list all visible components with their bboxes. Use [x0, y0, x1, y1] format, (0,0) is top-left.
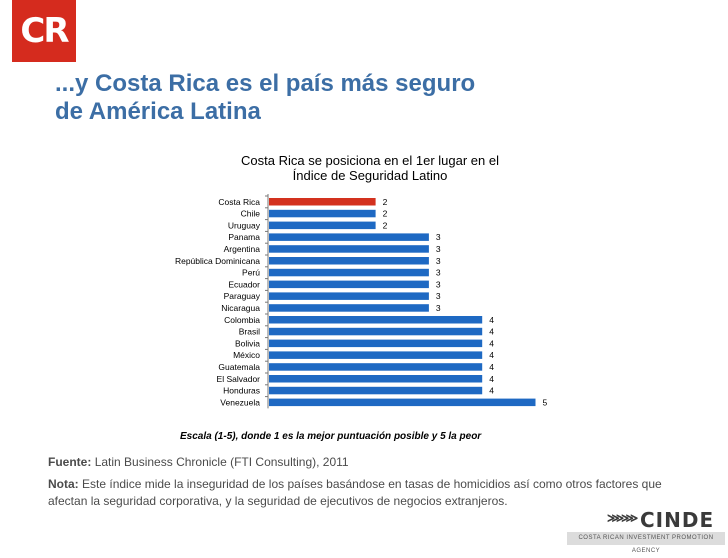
category-label: Chile [241, 209, 261, 219]
data-label: 4 [489, 338, 494, 348]
bar [269, 221, 376, 230]
bar [269, 398, 536, 407]
category-label: Perú [242, 268, 260, 278]
slide-title-line1: ...y Costa Rica es el país más seguro [55, 70, 476, 97]
data-label: 3 [436, 244, 441, 254]
note-label: Nota: [48, 477, 79, 491]
data-label: 2 [383, 220, 388, 230]
bar [269, 233, 429, 241]
category-label: Costa Rica [218, 197, 260, 207]
bar [269, 268, 429, 277]
category-label: República Dominicana [175, 256, 260, 266]
note-paragraph: Nota: Este índice mide la inseguridad de… [48, 476, 688, 510]
data-label: 2 [383, 197, 388, 207]
category-label: Venezuela [220, 397, 260, 407]
cr-logo-text: CR [20, 11, 69, 51]
chart-title: Costa Rica se posiciona en el 1er lugar … [200, 153, 540, 183]
bar [269, 280, 429, 289]
source-label: Fuente: [48, 455, 92, 469]
chart-title-line1: Costa Rica se posiciona en el 1er lugar … [241, 153, 499, 168]
data-label: 3 [436, 232, 441, 242]
category-label: Colombia [224, 315, 260, 325]
source-line: Fuente: Latin Business Chronicle (FTI Co… [48, 455, 349, 469]
category-label: Ecuador [228, 279, 260, 289]
data-label: 3 [436, 291, 441, 301]
category-label: México [233, 350, 260, 360]
bar [269, 375, 483, 383]
data-label: 3 [436, 303, 441, 313]
data-label: 4 [489, 386, 494, 396]
bar [269, 198, 376, 206]
data-label: 4 [489, 327, 494, 337]
slide-title: ...y Costa Rica es el país más seguro de… [55, 70, 655, 126]
bar [269, 351, 483, 359]
bar-chart: Costa Rica 2 Chile 2 Uruguay 2 Panama 3 Argentin… [175, 194, 548, 409]
data-label: 3 [436, 256, 441, 266]
chart-scale-note: Escala (1-5), donde 1 es la mejor puntua… [180, 431, 482, 442]
note-text: Este índice mide la inseguridad de los p… [48, 477, 662, 508]
cinde-mark-icon: ⋙⋙ [607, 511, 638, 525]
data-label: 5 [543, 397, 548, 407]
bar [269, 327, 483, 336]
data-label: 2 [383, 209, 388, 219]
category-label: Argentina [224, 244, 261, 254]
data-label: 4 [489, 350, 494, 360]
category-label: Nicaragua [221, 303, 260, 313]
cr-logo: CR [12, 0, 76, 62]
category-label: Uruguay [228, 220, 261, 230]
data-label: 4 [489, 374, 494, 384]
bar [269, 363, 483, 371]
bar [269, 386, 483, 395]
bar [269, 292, 429, 300]
cinde-brand: CINDE [640, 508, 715, 532]
category-label: Paraguay [224, 291, 261, 301]
category-label: Brasil [239, 327, 260, 337]
category-label: Bolivia [235, 338, 260, 348]
category-label: Guatemala [218, 362, 260, 372]
cinde-tagline: COSTA RICAN INVESTMENT PROMOTION AGENCY [567, 532, 725, 554]
source-text: Latin Business Chronicle (FTI Consulting… [94, 455, 349, 469]
bar [269, 316, 483, 324]
category-label: Panama [228, 232, 260, 242]
category-label: Honduras [223, 386, 260, 396]
data-label: 4 [489, 362, 494, 372]
bar [269, 304, 429, 312]
data-label: 4 [489, 315, 494, 325]
bar [269, 245, 429, 253]
bar [269, 339, 483, 348]
chart-title-line2: Índice de Seguridad Latino [292, 168, 448, 183]
category-label: El Salvador [217, 374, 261, 384]
data-label: 3 [436, 268, 441, 278]
bar [269, 209, 376, 218]
cinde-footer-logo: ⋙⋙ CINDE COSTA RICAN INVESTMENT PROMOTIO… [560, 508, 728, 554]
slide-title-line2: de América Latina [55, 98, 261, 125]
data-label: 3 [436, 279, 441, 289]
bar [269, 257, 429, 265]
